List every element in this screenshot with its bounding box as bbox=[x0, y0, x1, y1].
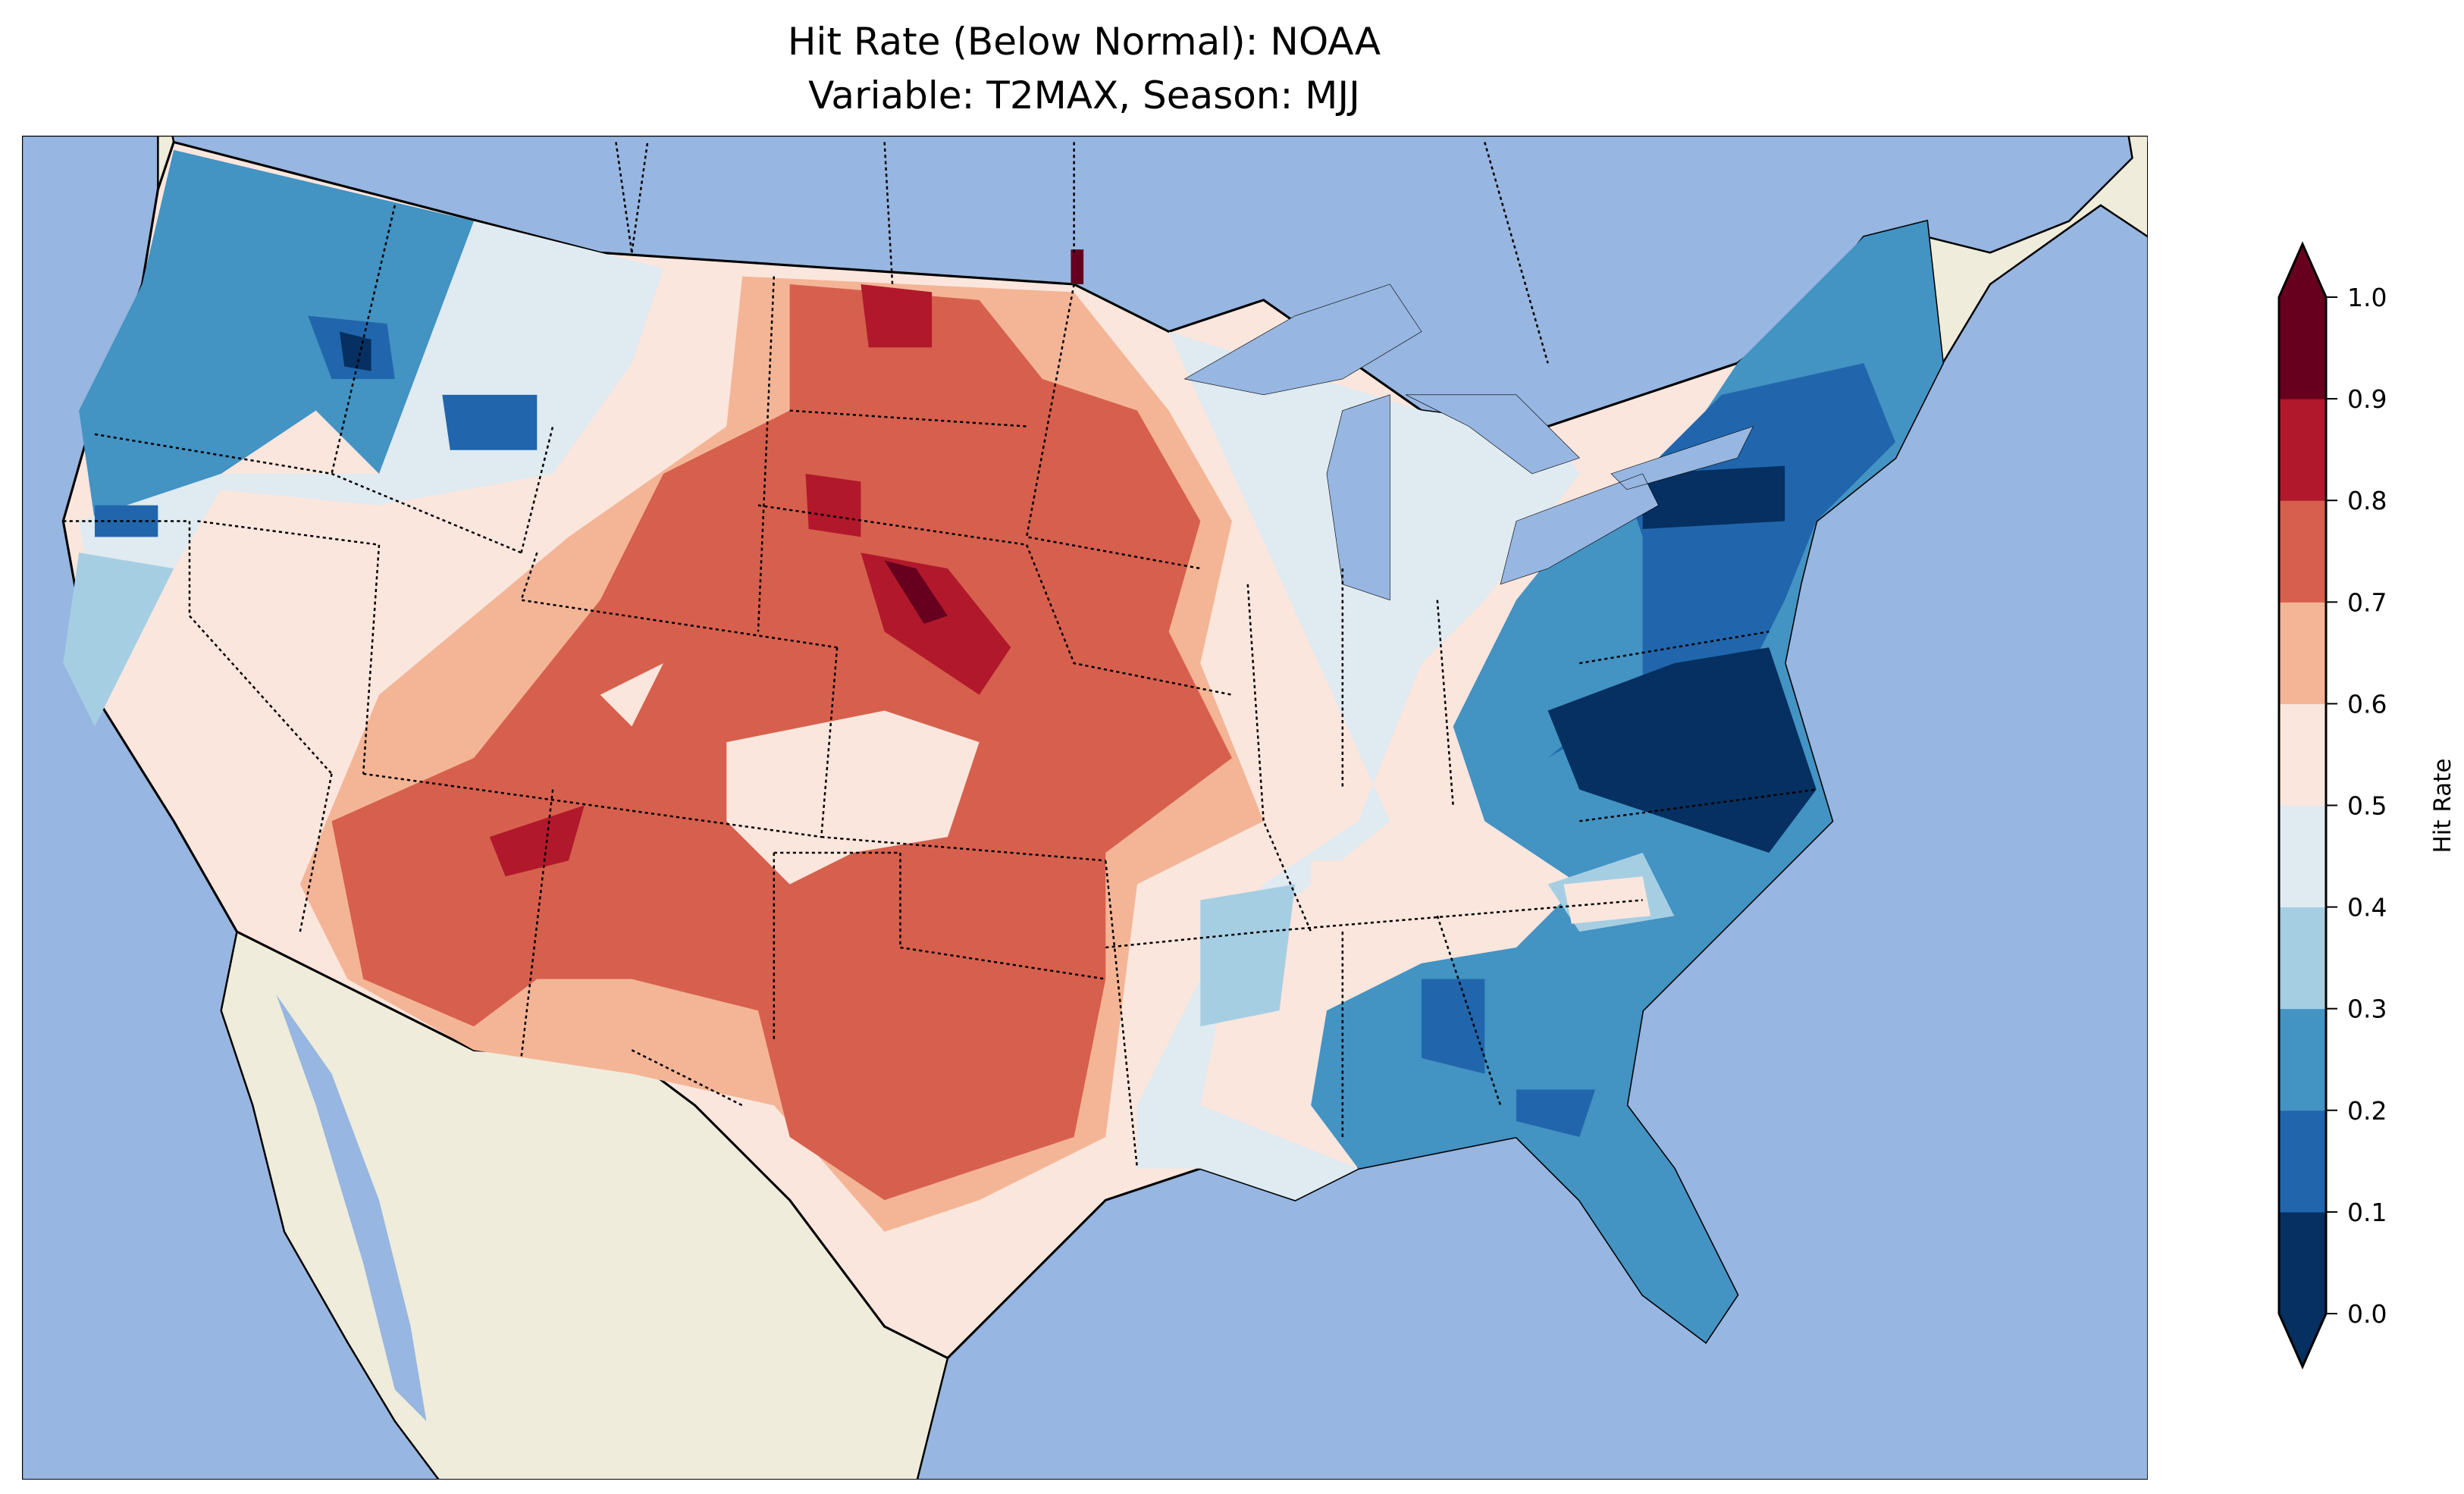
colorbar-tick-label: 0.5 bbox=[2347, 791, 2387, 821]
colorbar-segment bbox=[2279, 500, 2326, 603]
colorbar-tick-label: 0.1 bbox=[2347, 1198, 2387, 1227]
colorbar-segment bbox=[2279, 907, 2326, 1010]
region-central-darkest bbox=[884, 249, 1084, 624]
baja-gulf bbox=[276, 994, 427, 1421]
colorbar-segment bbox=[2279, 1211, 2326, 1314]
colorbar-tick-label: 0.4 bbox=[2347, 893, 2387, 922]
colorbar-extend-min bbox=[2279, 1314, 2326, 1367]
colorbar-tick-label: 0.7 bbox=[2347, 587, 2387, 617]
colorbar-tick-label: 0.8 bbox=[2347, 486, 2387, 515]
region-coast-blue bbox=[63, 553, 174, 727]
colorbar-tick-label: 0.6 bbox=[2347, 689, 2387, 719]
region-northwest-dark bbox=[94, 315, 538, 537]
colorbar-tick-label: 0.2 bbox=[2347, 1096, 2387, 1126]
region-northwest-blue bbox=[79, 149, 474, 521]
colorbar-extend-max bbox=[2279, 244, 2326, 297]
colorbar-segment bbox=[2279, 297, 2326, 399]
region-east-dark bbox=[1421, 363, 1895, 1137]
colorbar-tick-label: 0.0 bbox=[2347, 1299, 2387, 1329]
great-lakes bbox=[1183, 283, 1754, 601]
colorbar-segment bbox=[2279, 1110, 2326, 1213]
colorbar-tick-label: 1.0 bbox=[2347, 283, 2387, 312]
chart-title-line2: Variable: T2MAX, Season: MJJ bbox=[808, 74, 1360, 117]
region-southeast-pale bbox=[1311, 860, 1651, 924]
colorbar-segment bbox=[2279, 1008, 2326, 1111]
colorbar-tick-label: 0.3 bbox=[2347, 994, 2387, 1024]
region-east-light bbox=[1136, 331, 1580, 1201]
state-borders bbox=[63, 142, 1817, 1169]
chart-title-line1: Hit Rate (Below Normal): NOAA bbox=[788, 20, 1381, 64]
colorbar-segment bbox=[2279, 399, 2326, 501]
colorbar-segment bbox=[2279, 805, 2326, 908]
region-central-pale bbox=[600, 662, 980, 885]
colorbar-label: Hit Rate bbox=[2429, 758, 2456, 853]
colorbar-segment bbox=[2279, 602, 2326, 704]
colorbar: 0.0 0.1 0.2 0.3 0.4 0.5 0.6 0.7 0.8 0.9 1.0 bbox=[2277, 241, 2387, 1370]
map-frame bbox=[22, 136, 2148, 1480]
region-northwest-light bbox=[79, 221, 663, 695]
map-axes bbox=[22, 136, 2148, 1480]
colorbar-tick-label: 0.9 bbox=[2347, 384, 2387, 414]
region-east-darkest bbox=[1547, 465, 1817, 853]
colorbar-segment bbox=[2279, 703, 2326, 806]
